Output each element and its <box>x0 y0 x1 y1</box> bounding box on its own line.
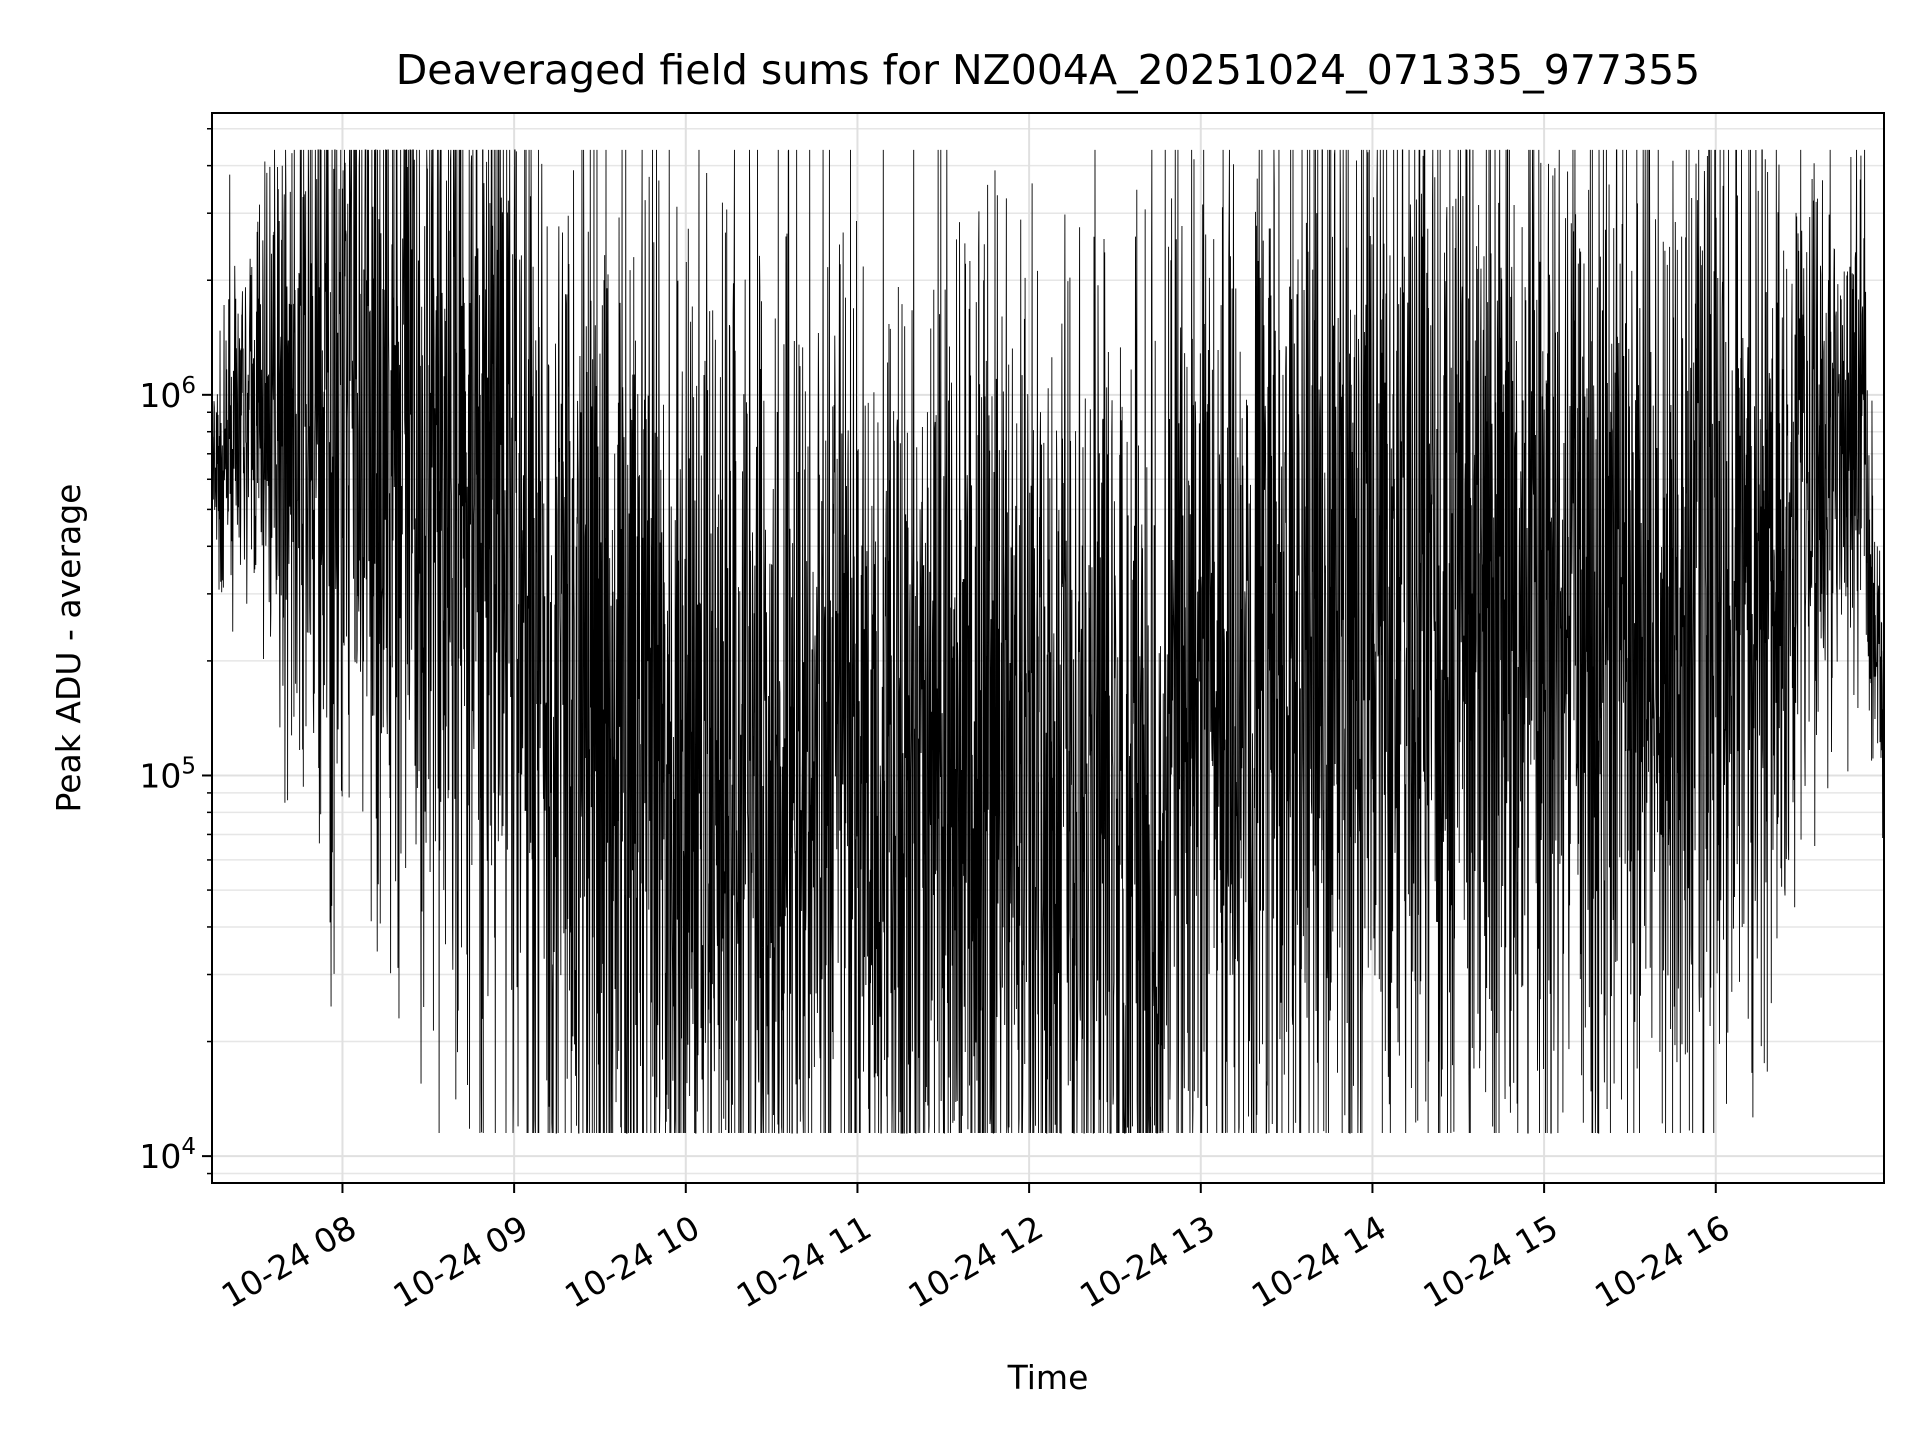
chart-title: Deaveraged field sums for NZ004A_2025102… <box>396 46 1701 94</box>
x-axis-label: Time <box>1007 1358 1089 1397</box>
y-axis-label: Peak ADU - average <box>49 484 88 813</box>
plot-frame <box>211 112 1885 1184</box>
y-tick-label: 104 <box>139 1134 196 1176</box>
y-axis: 104 105 106 <box>139 128 212 1176</box>
series-line <box>212 149 1884 1134</box>
y-tick-label: 106 <box>139 373 196 415</box>
y-tick-label: 105 <box>139 753 196 795</box>
